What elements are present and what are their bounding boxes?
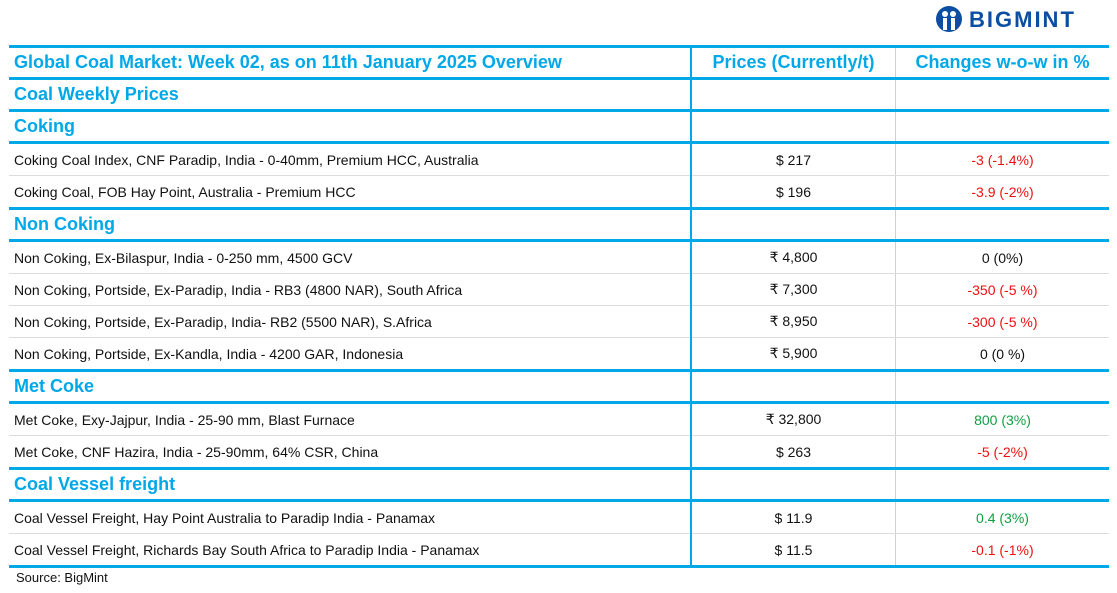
product-name: Coking Coal Index, CNF Paradip, India - …	[9, 142, 691, 176]
table-row: Coal Vessel Freight, Hay Point Australia…	[9, 500, 1109, 534]
section-header: Met Coke	[9, 369, 1109, 404]
table-row: Coking Coal, FOB Hay Point, Australia - …	[9, 175, 1109, 209]
empty-cell	[895, 77, 1109, 112]
empty-cell	[895, 467, 1109, 502]
product-name: Non Coking, Ex-Bilaspur, India - 0-250 m…	[9, 240, 691, 274]
change-cell: -3.9 (-2%)	[895, 175, 1109, 209]
product-name: Coal Vessel Freight, Hay Point Australia…	[9, 500, 691, 534]
change-cell: -350 (-5 %)	[895, 273, 1109, 306]
empty-cell	[895, 109, 1109, 144]
product-name: Non Coking, Portside, Ex-Paradip, India-…	[9, 305, 691, 338]
table-row: Non Coking, Portside, Ex-Paradip, India-…	[9, 305, 1109, 338]
price-cell: $ 11.5	[690, 533, 896, 568]
section-title: Coking	[9, 109, 691, 144]
section-header: Coking	[9, 109, 1109, 144]
table-row: Met Coke, CNF Hazira, India - 25-90mm, 6…	[9, 435, 1109, 469]
bigmint-logo: BIGMINT	[935, 5, 1076, 35]
product-name: Non Coking, Portside, Ex-Kandla, India -…	[9, 337, 691, 371]
empty-cell	[690, 77, 896, 112]
column-header-price: Prices (Currently/t)	[690, 45, 896, 80]
change-cell: -0.1 (-1%)	[895, 533, 1109, 568]
section-header: Coal Weekly Prices	[9, 77, 1109, 112]
price-cell: ₹ 5,900	[690, 337, 896, 371]
product-name: Met Coke, CNF Hazira, India - 25-90mm, 6…	[9, 435, 691, 469]
empty-cell	[690, 467, 896, 502]
price-cell: ₹ 4,800	[690, 240, 896, 274]
product-name: Coal Vessel Freight, Richards Bay South …	[9, 533, 691, 568]
change-cell: -300 (-5 %)	[895, 305, 1109, 338]
table-row: Coking Coal Index, CNF Paradip, India - …	[9, 142, 1109, 176]
empty-cell	[895, 369, 1109, 404]
change-cell: -3 (-1.4%)	[895, 142, 1109, 176]
table-row: Non Coking, Portside, Ex-Kandla, India -…	[9, 337, 1109, 371]
source-note: Source: BigMint	[16, 570, 108, 585]
empty-cell	[690, 369, 896, 404]
empty-cell	[690, 109, 896, 144]
table-row: Non Coking, Ex-Bilaspur, India - 0-250 m…	[9, 240, 1109, 274]
section-title: Coal Weekly Prices	[9, 77, 691, 112]
coal-prices-table: Global Coal Market: Week 02, as on 11th …	[9, 45, 1109, 568]
change-cell: 800 (3%)	[895, 402, 1109, 436]
change-cell: 0 (0 %)	[895, 337, 1109, 371]
price-cell: ₹ 8,950	[690, 305, 896, 338]
table-row: Non Coking, Portside, Ex-Paradip, India …	[9, 273, 1109, 306]
logo-icon	[936, 6, 962, 32]
section-title: Coal Vessel freight	[9, 467, 691, 502]
product-name: Coking Coal, FOB Hay Point, Australia - …	[9, 175, 691, 209]
price-cell: $ 11.9	[690, 500, 896, 534]
column-header-change: Changes w-o-w in %	[895, 45, 1109, 80]
table-title: Global Coal Market: Week 02, as on 11th …	[9, 45, 691, 80]
product-name: Non Coking, Portside, Ex-Paradip, India …	[9, 273, 691, 306]
price-cell: $ 196	[690, 175, 896, 209]
table-row: Coal Vessel Freight, Richards Bay South …	[9, 533, 1109, 568]
change-cell: 0 (0%)	[895, 240, 1109, 274]
change-cell: -5 (-2%)	[895, 435, 1109, 469]
price-cell: ₹ 32,800	[690, 402, 896, 436]
price-cell: ₹ 7,300	[690, 273, 896, 306]
section-title: Met Coke	[9, 369, 691, 404]
header-row: Global Coal Market: Week 02, as on 11th …	[9, 45, 1109, 80]
section-title: Non Coking	[9, 207, 691, 242]
price-cell: $ 263	[690, 435, 896, 469]
price-cell: $ 217	[690, 142, 896, 176]
change-cell: 0.4 (3%)	[895, 500, 1109, 534]
logo-text: BIGMINT	[969, 7, 1076, 32]
section-header: Non Coking	[9, 207, 1109, 242]
section-header: Coal Vessel freight	[9, 467, 1109, 502]
product-name: Met Coke, Exy-Jajpur, India - 25-90 mm, …	[9, 402, 691, 436]
empty-cell	[690, 207, 896, 242]
table-row: Met Coke, Exy-Jajpur, India - 25-90 mm, …	[9, 402, 1109, 436]
empty-cell	[895, 207, 1109, 242]
